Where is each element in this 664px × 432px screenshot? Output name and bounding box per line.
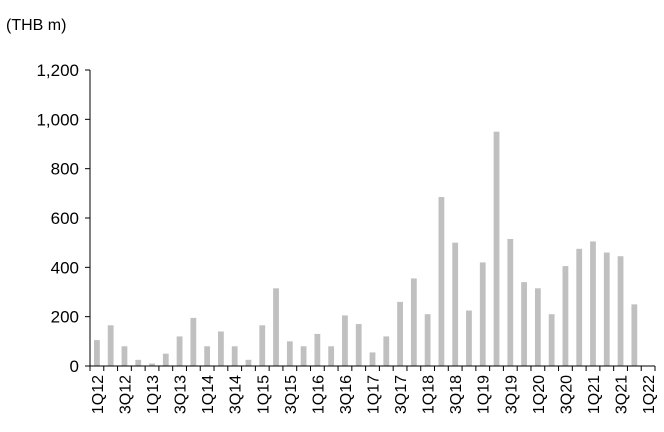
bar-2Q20 <box>548 314 555 366</box>
bar-3Q15 <box>286 341 293 366</box>
bar-3Q17 <box>397 301 403 366</box>
bar-2Q14 <box>218 331 224 366</box>
bar-2Q18 <box>438 197 445 366</box>
bar-3Q13 <box>176 336 183 366</box>
x-tick-label-3Q18: 3Q18 <box>448 375 465 414</box>
bar-3Q12 <box>121 346 128 366</box>
x-tick-label-1Q20: 1Q20 <box>531 375 548 414</box>
x-tick-label-3Q14: 3Q14 <box>228 375 245 414</box>
y-axis-ticks: 0 200 400 600 800 1,000 1,200 <box>36 61 90 376</box>
y-tick-label: 600 <box>51 209 79 228</box>
y-tick-label: 200 <box>51 308 79 327</box>
bar-1Q12 <box>94 340 100 366</box>
bar-1Q18 <box>424 314 431 366</box>
bar-4Q15 <box>300 346 307 366</box>
x-tick-label-1Q22: 1Q22 <box>641 375 658 414</box>
y-axis-label: (THB m) <box>6 17 66 34</box>
bar-4Q20 <box>576 248 583 366</box>
x-tick-label-1Q16: 1Q16 <box>310 375 327 414</box>
bar-2Q16 <box>328 346 335 366</box>
y-tick-label: 1,200 <box>36 61 79 80</box>
x-tick-label-3Q12: 3Q12 <box>117 375 134 414</box>
x-tick-label-3Q13: 3Q13 <box>173 375 190 414</box>
x-axis-ticks: 1Q12 3Q12 1Q13 3Q13 1Q14 3Q14 1Q15 3Q15 1Q16 3Q16… <box>89 366 658 414</box>
x-tick-label-3Q19: 3Q19 <box>503 375 520 414</box>
bar-3Q20 <box>562 266 569 366</box>
bar-2Q13 <box>162 353 169 366</box>
bar-1Q21 <box>590 241 596 366</box>
x-tick-label-3Q20: 3Q20 <box>558 375 575 414</box>
x-tick-label-1Q14: 1Q14 <box>200 375 217 414</box>
bars-group <box>94 131 638 366</box>
bar-4Q16 <box>355 324 362 366</box>
bar-4Q21 <box>631 304 638 366</box>
bar-4Q14 <box>245 359 252 366</box>
bar-4Q18 <box>466 310 472 366</box>
bar-2Q17 <box>383 336 390 366</box>
bar-1Q19 <box>479 262 486 366</box>
bar-4Q17 <box>410 278 417 366</box>
x-tick-label-3Q16: 3Q16 <box>338 375 355 414</box>
x-tick-label-1Q15: 1Q15 <box>255 375 272 414</box>
y-tick-label: 1,000 <box>36 110 79 129</box>
bar-2Q15 <box>273 288 279 366</box>
bar-1Q16 <box>314 333 321 366</box>
bar-3Q19 <box>507 238 514 366</box>
bar-3Q16 <box>342 315 348 366</box>
y-tick-label: 400 <box>51 258 79 277</box>
bar-1Q14 <box>204 346 211 366</box>
bar-1Q17 <box>369 352 376 366</box>
x-tick-label-1Q12: 1Q12 <box>90 375 107 414</box>
bar-2Q12 <box>107 325 114 366</box>
bar-3Q21 <box>617 256 624 366</box>
bar-1Q13 <box>149 363 155 366</box>
x-tick-label-3Q21: 3Q21 <box>614 375 631 414</box>
bar-3Q18 <box>452 242 459 366</box>
bar-1Q15 <box>259 325 266 366</box>
bar-4Q13 <box>190 317 197 366</box>
x-tick-label-1Q19: 1Q19 <box>476 375 493 414</box>
bar-2Q19 <box>493 131 500 366</box>
x-tick-label-1Q21: 1Q21 <box>586 375 603 414</box>
x-tick-label-1Q18: 1Q18 <box>421 375 438 414</box>
x-tick-label-1Q13: 1Q13 <box>145 375 162 414</box>
bar-2Q21 <box>603 252 610 366</box>
x-tick-label-3Q17: 3Q17 <box>393 375 410 414</box>
bar-3Q14 <box>231 346 238 366</box>
bar-1Q20 <box>534 288 541 366</box>
y-tick-label: 800 <box>51 160 79 179</box>
x-tick-label-3Q15: 3Q15 <box>283 375 300 414</box>
x-tick-label-1Q17: 1Q17 <box>366 375 383 414</box>
bar-4Q19 <box>521 282 527 366</box>
bar-4Q12 <box>135 359 142 366</box>
y-tick-label: 0 <box>70 357 79 376</box>
